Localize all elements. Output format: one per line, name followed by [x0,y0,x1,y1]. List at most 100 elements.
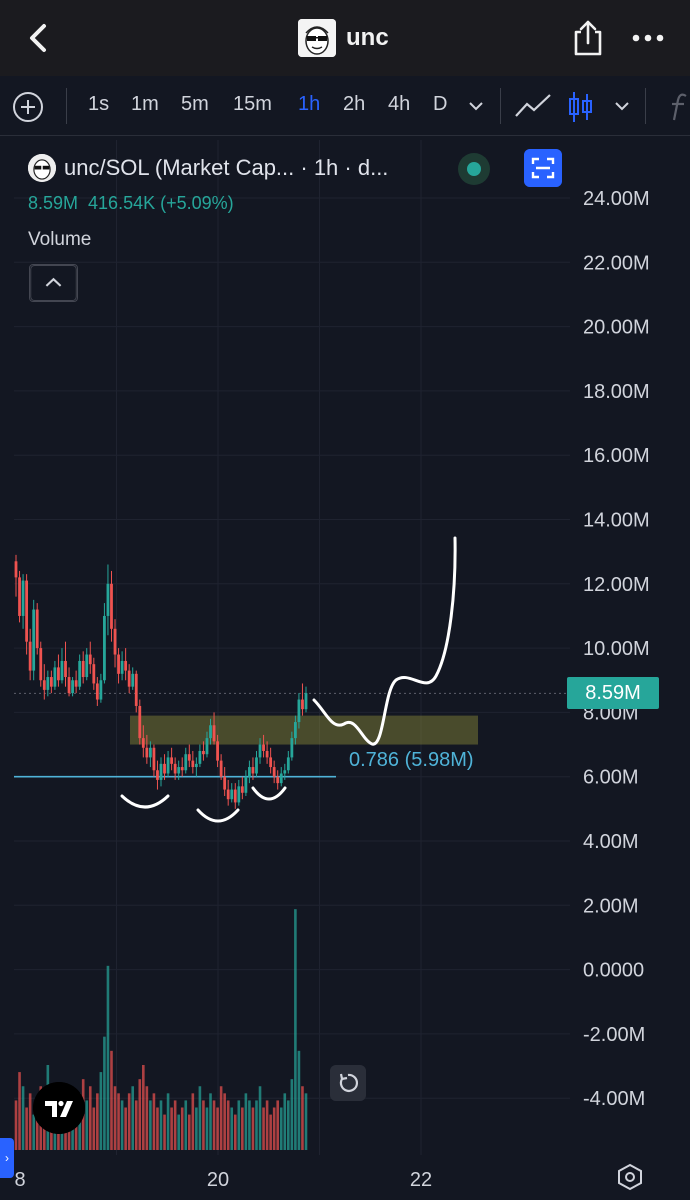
candle-body [145,747,149,758]
volume-bar [92,1107,96,1150]
candle-body [60,660,64,681]
y-axis-tick-label: -2.00M [583,1024,645,1046]
volume-bar [205,1107,209,1150]
timeframe-5m[interactable]: 5m [181,93,209,115]
candle-body [49,677,53,687]
volume-bar [32,1114,35,1150]
volume-bar [294,909,297,1150]
candle-body [134,673,138,706]
chevron-down-icon[interactable] [466,98,486,114]
volume-bar [184,1100,188,1150]
volume-bar [152,1093,156,1150]
candle-body [85,654,89,678]
collapse-legend-button[interactable] [29,264,78,302]
volume-bar [191,1093,195,1150]
volume-bar [120,1100,124,1150]
y-axis-tick-label: 14.00M [583,510,650,532]
candle-body [255,757,258,774]
candle-body [35,609,39,649]
more-horizontal-icon[interactable] [628,26,668,50]
drawn-bottom-arc [120,794,170,809]
candle-body [212,725,216,742]
volume-bar [25,1107,28,1150]
candle-body [283,770,287,774]
candle-body [124,660,128,671]
timeframe-1m[interactable]: 1m [131,93,159,115]
line-drawing-icon[interactable] [514,90,552,122]
token-avatar-small [28,154,56,182]
back-icon[interactable] [24,20,54,56]
fullscreen-icon[interactable] [524,149,562,187]
settings-icon[interactable] [616,1163,644,1191]
side-panel-tab[interactable]: › [0,1138,14,1178]
candle-body [276,776,280,784]
volume-bar [301,1086,304,1150]
symbol-title: unc/SOL (Market Cap... · 1h · d... [64,155,389,180]
candles-icon[interactable] [568,90,594,124]
volume-bar [159,1100,163,1150]
candle-body [148,747,152,758]
volume-bar [244,1093,248,1150]
add-icon[interactable] [12,91,44,123]
candle-body [304,693,308,710]
candle-body [74,680,78,687]
volume-bar [149,1100,152,1150]
chart-toolbar: 1s 1m 5m 15m 1h 2h 4h D [0,76,690,136]
candle-body [110,583,113,629]
candle-body [194,763,198,768]
candle-body [120,660,124,674]
candle-body [209,725,212,739]
candle-body [170,757,174,764]
price-change: 416.54K (+5.09%) [88,193,234,213]
volume-bar [110,1050,113,1150]
volume-bar [255,1100,258,1150]
candle-body [173,763,177,774]
volume-bar [131,1086,135,1150]
candle-body [237,786,241,803]
volume-bar [117,1093,120,1150]
volume-bar [276,1100,280,1150]
volume-bar [251,1107,255,1150]
timeframe-d[interactable]: D [433,93,448,115]
drawn-projection-path [312,536,457,746]
reset-chart-icon[interactable] [330,1065,366,1101]
timeframe-1s[interactable]: 1s [88,93,110,115]
volume-bar [198,1086,202,1150]
timeframe-2h[interactable]: 2h [343,93,366,115]
candle-body [293,722,297,739]
volume-bar [163,1114,166,1150]
chart-legend[interactable]: unc/SOL (Market Cap... · 1h · d... [28,154,388,182]
volume-bar [85,1100,89,1150]
indicators-icon[interactable] [664,90,690,124]
volume-bar [173,1100,177,1150]
candle-body [191,760,195,768]
share-icon[interactable] [570,18,606,58]
candle-body [251,767,255,774]
candle-body [248,767,251,777]
timeframe-15m[interactable]: 15m [233,93,272,115]
candle-body [202,750,205,755]
candle-body [131,673,135,687]
y-axis-tick-label: 6.00M [583,767,639,789]
tradingview-logo[interactable] [33,1082,85,1134]
candle-body [25,580,29,642]
token-title[interactable]: unc [298,18,389,58]
timeframe-4h[interactable]: 4h [388,93,411,115]
candle-body [258,744,262,758]
current-value: 8.59M [28,193,79,213]
candle-body [297,699,301,723]
candle-body [46,677,50,690]
toolbar-divider [500,88,501,124]
candle-body [14,561,18,578]
chevron-down-icon[interactable] [612,98,632,114]
timeframe-1h[interactable]: 1h [298,93,321,115]
volume-bar [216,1107,219,1150]
top-bar: unc [0,0,690,76]
candle-body [127,670,131,687]
volume-bar [99,1072,103,1150]
volume-bar [145,1086,149,1150]
candle-body [230,789,234,800]
volume-bar [248,1100,251,1150]
volume-bar [142,1065,145,1150]
